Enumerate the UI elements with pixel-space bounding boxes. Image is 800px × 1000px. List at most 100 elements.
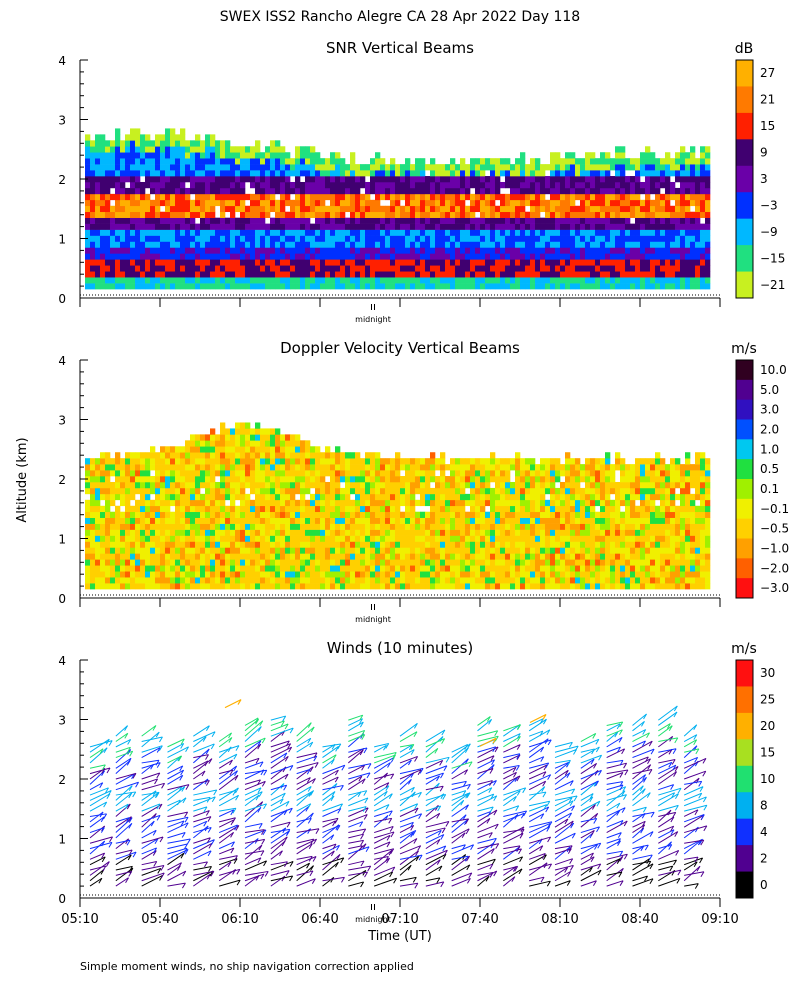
snr-cell bbox=[350, 253, 356, 260]
snr-cell bbox=[235, 271, 241, 278]
snr-cell bbox=[505, 259, 511, 266]
snr-cell bbox=[335, 193, 341, 201]
doppler-cell bbox=[420, 464, 426, 471]
doppler-cell bbox=[165, 523, 171, 530]
snr-cell bbox=[495, 181, 501, 189]
snr-cell bbox=[600, 187, 606, 195]
snr-cell bbox=[105, 217, 111, 224]
snr-cell bbox=[95, 229, 101, 236]
snr-cell bbox=[505, 253, 511, 260]
doppler-cell bbox=[365, 481, 371, 489]
snr-cell bbox=[435, 271, 441, 278]
snr-cell bbox=[595, 193, 601, 201]
doppler-cell bbox=[250, 517, 256, 524]
doppler-cell bbox=[125, 553, 131, 560]
doppler-cell bbox=[190, 505, 196, 513]
snr-cell bbox=[125, 134, 131, 141]
snr-cell bbox=[270, 152, 276, 159]
snr-cell bbox=[90, 170, 96, 177]
snr-cell bbox=[475, 235, 481, 242]
snr-cell bbox=[170, 176, 176, 183]
snr-cell bbox=[90, 241, 96, 248]
doppler-cell bbox=[255, 452, 261, 459]
doppler-cell bbox=[485, 547, 491, 554]
snr-cell bbox=[110, 277, 116, 284]
doppler-cell bbox=[205, 470, 211, 477]
snr-cell bbox=[675, 271, 681, 278]
snr-cell bbox=[105, 146, 111, 153]
snr-cell bbox=[85, 253, 91, 260]
doppler-cell bbox=[490, 553, 496, 560]
snr-cell bbox=[305, 217, 311, 224]
snr-cell bbox=[225, 247, 231, 254]
snr-cell bbox=[525, 259, 531, 266]
doppler-cell bbox=[485, 571, 491, 578]
snr-cell bbox=[130, 187, 136, 195]
snr-cell bbox=[240, 229, 246, 236]
doppler-cell bbox=[275, 487, 281, 495]
doppler-cell bbox=[290, 440, 296, 447]
snr-cell bbox=[275, 146, 281, 153]
doppler-cell bbox=[230, 583, 236, 590]
snr-cell bbox=[550, 152, 556, 159]
snr-cell bbox=[170, 247, 176, 254]
doppler-cell bbox=[345, 464, 351, 471]
snr-cell bbox=[240, 187, 246, 195]
doppler-cell bbox=[215, 535, 221, 542]
snr-cell bbox=[470, 193, 476, 201]
snr-cell bbox=[695, 253, 701, 260]
doppler-cell bbox=[525, 553, 531, 560]
snr-cell bbox=[125, 170, 131, 177]
doppler-cell bbox=[110, 517, 116, 524]
snr-cell bbox=[620, 146, 626, 153]
snr-cell bbox=[525, 283, 531, 290]
doppler-cell bbox=[315, 446, 321, 453]
doppler-cell bbox=[165, 529, 171, 536]
snr-cell bbox=[560, 241, 566, 248]
snr-cell bbox=[455, 271, 461, 278]
snr-cell bbox=[575, 283, 581, 290]
doppler-cell bbox=[400, 535, 406, 542]
snr-cell bbox=[365, 235, 371, 242]
doppler-cell bbox=[385, 511, 391, 518]
snr-cell bbox=[245, 176, 251, 183]
snr-cell bbox=[485, 271, 491, 278]
snr-cell bbox=[235, 146, 241, 153]
snr-cell bbox=[190, 211, 196, 218]
snr-cell bbox=[485, 223, 491, 230]
doppler-cell bbox=[85, 517, 91, 524]
doppler-cell bbox=[485, 553, 491, 560]
doppler-cell bbox=[200, 434, 206, 441]
snr-cell bbox=[225, 152, 231, 159]
doppler-cell bbox=[235, 452, 241, 459]
snr-cell bbox=[545, 277, 551, 284]
snr-cell bbox=[215, 265, 221, 272]
snr-cell bbox=[630, 253, 636, 260]
snr-cell bbox=[510, 271, 516, 278]
doppler-cell bbox=[445, 529, 451, 536]
snr-cell bbox=[345, 223, 351, 230]
doppler-cell bbox=[450, 553, 456, 560]
doppler-cell bbox=[165, 511, 171, 518]
snr-cell bbox=[485, 158, 491, 165]
doppler-cell bbox=[395, 511, 401, 518]
doppler-cell bbox=[260, 535, 266, 542]
snr-cell bbox=[255, 247, 261, 254]
doppler-cell bbox=[115, 529, 121, 536]
doppler-cell bbox=[360, 559, 366, 566]
doppler-cell bbox=[125, 577, 131, 584]
doppler-cell bbox=[505, 529, 511, 536]
doppler-cell bbox=[280, 505, 286, 513]
snr-cell bbox=[395, 217, 401, 224]
doppler-cell bbox=[145, 458, 151, 465]
snr-cell bbox=[200, 217, 206, 224]
doppler-cell bbox=[330, 470, 336, 477]
doppler-cell bbox=[115, 541, 121, 548]
snr-cell bbox=[100, 170, 106, 177]
snr-cell bbox=[100, 217, 106, 224]
doppler-cell bbox=[275, 583, 281, 590]
doppler-cell bbox=[495, 523, 501, 530]
doppler-cell bbox=[460, 511, 466, 518]
snr-cell bbox=[145, 283, 151, 290]
snr-cell bbox=[270, 170, 276, 177]
